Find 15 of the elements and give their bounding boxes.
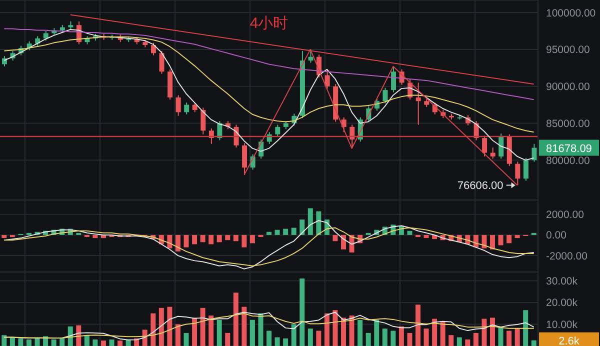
y-tick-label: 2000.00 <box>546 209 584 222</box>
y-tick-label: 0.00 <box>546 230 567 242</box>
text: 4小时 <box>248 14 290 33</box>
y-tick-label: 90000.00 <box>546 81 590 94</box>
annotation: 76606.00 <box>457 180 504 192</box>
text: 81678.09 <box>546 142 592 155</box>
y-tick-label: 95000.00 <box>546 44 590 56</box>
y-tick-label: -2000.00 <box>546 250 588 262</box>
y-tick-label: 100000.00 <box>546 7 596 20</box>
y-tick-label: 20.00k <box>546 297 578 310</box>
y-tick-label: 30.00k <box>546 275 578 288</box>
y-tick-label: 85000.00 <box>546 118 590 130</box>
text: 2.6k <box>558 335 580 346</box>
y-tick-label: 10.00k <box>546 318 578 331</box>
y-tick-label: 80000.00 <box>546 154 590 167</box>
